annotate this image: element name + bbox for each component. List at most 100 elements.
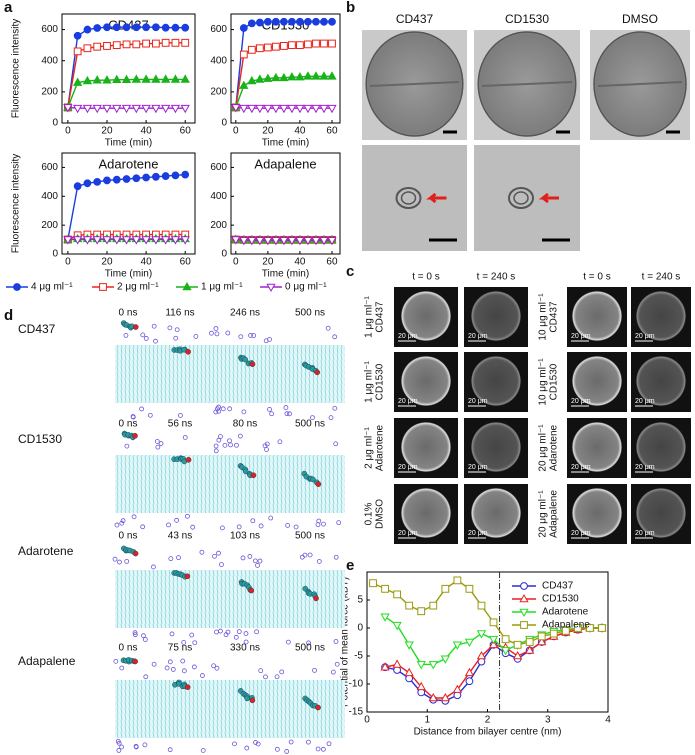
solvent-ion [285, 522, 291, 528]
time-label: 246 ns [230, 308, 260, 319]
solvent-ion [227, 406, 233, 412]
data-point [93, 24, 102, 32]
solvent-ion [193, 333, 199, 339]
x-tick-label: 20 [101, 126, 113, 137]
mesosome [395, 187, 422, 209]
legend-marker [266, 283, 276, 293]
x-tick-label: 40 [141, 257, 153, 268]
data-point [142, 173, 151, 182]
data-point [73, 182, 82, 191]
data-point [320, 17, 328, 26]
vesicle [401, 356, 451, 406]
data-point [311, 71, 321, 80]
time-label: 0 ns [119, 531, 138, 542]
solvent-ion [310, 415, 315, 421]
data-point [161, 23, 170, 32]
solvent-ion [199, 549, 205, 555]
data-point [93, 42, 102, 51]
data-point [279, 236, 289, 246]
data-point [122, 23, 131, 32]
data-point [271, 72, 281, 82]
condition-label: CD1530 [549, 363, 560, 400]
data-point [141, 74, 151, 83]
data-point [247, 75, 257, 85]
data-point [161, 74, 171, 83]
solvent-ion [330, 669, 336, 675]
solvent-ion [200, 673, 205, 678]
solvent-ion [168, 556, 174, 562]
molecule-atom [132, 550, 139, 557]
data-point [102, 75, 112, 84]
solvent-ion [140, 332, 146, 338]
vesicle [572, 291, 622, 341]
vesicle [636, 422, 686, 472]
solvent-ion [181, 639, 187, 645]
data-point [63, 104, 73, 113]
legend-label: 1 μg ml⁻¹ [201, 282, 243, 293]
y-tick-label: 0 [52, 118, 58, 129]
data-point [393, 590, 402, 599]
data-point [255, 236, 265, 246]
solvent-ion [214, 331, 220, 337]
time-label: t = 0 s [412, 272, 440, 283]
data-point [151, 236, 161, 245]
solvent-ion [216, 550, 221, 556]
x-tick-label: 60 [180, 257, 192, 268]
legend-label: Adarotene [542, 607, 589, 618]
data-point [416, 681, 426, 691]
molecule-label: Adapalene [18, 654, 76, 668]
data-point [170, 104, 181, 114]
data-point [319, 71, 329, 80]
data-point [369, 579, 377, 588]
data-point [112, 236, 122, 245]
molecule-atom [249, 361, 256, 367]
plot-frame [61, 152, 196, 255]
condition-label: Adarotene [549, 424, 560, 471]
solvent-ion [244, 745, 250, 751]
y-tick-label: 5 [357, 595, 363, 606]
solvent-ion [213, 409, 219, 415]
time-label: 500 ns [295, 308, 325, 319]
solvent-ion [285, 639, 291, 645]
panel-label: c [346, 263, 354, 280]
molecule-atom [185, 456, 192, 463]
solvent-ion [277, 439, 283, 445]
solvent-ion [192, 640, 198, 646]
data-point [82, 236, 93, 245]
x-tick-label: 1 [424, 715, 430, 726]
y-tick-label: 200 [210, 86, 227, 97]
solvent-ion [133, 744, 139, 750]
vesicle [572, 422, 622, 472]
solvent-ion [240, 555, 246, 561]
legend-marker [519, 608, 529, 618]
data-point [103, 42, 111, 50]
solvent-ion [189, 632, 195, 638]
legend-marker [520, 582, 528, 590]
data-point [131, 236, 141, 245]
y-tick-label: 600 [210, 24, 227, 35]
legend-marker [520, 621, 528, 629]
solvent-ion [214, 629, 219, 635]
data-point [288, 17, 296, 26]
data-point [500, 647, 511, 656]
solvent-ion [166, 522, 171, 528]
solvent-ion [115, 738, 121, 744]
molecule-atom [132, 324, 139, 330]
molecule-atom [314, 369, 321, 376]
solvent-ion [143, 336, 149, 341]
panel-label: b [346, 0, 355, 16]
x-tick-label: 60 [326, 257, 338, 268]
data-point [141, 236, 151, 245]
molecule-atom [249, 697, 256, 704]
arrow [538, 192, 559, 204]
scale-bar-label: 20 μm [468, 464, 488, 471]
time-label: 500 ns [295, 419, 325, 430]
x-tick-label: 0 [364, 715, 370, 726]
x-tick-label: 3 [545, 715, 551, 726]
data-point [131, 104, 141, 114]
solvent-ion [213, 326, 219, 331]
condition-label: 0.1% [364, 502, 375, 525]
data-point [440, 655, 450, 664]
x-tick-label: 0 [233, 126, 239, 137]
